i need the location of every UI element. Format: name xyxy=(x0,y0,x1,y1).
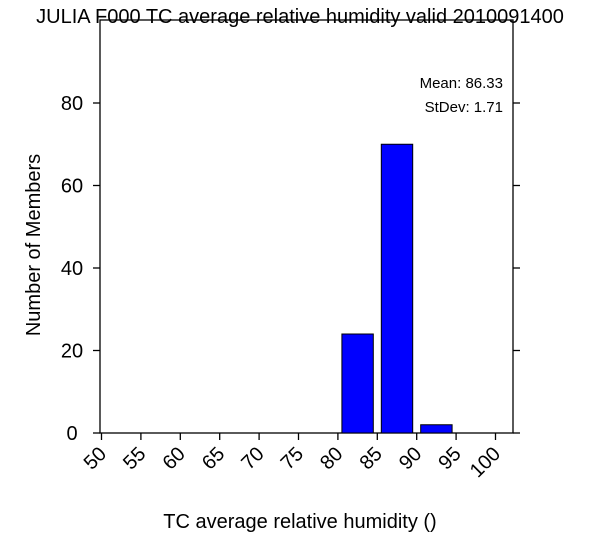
x-tick-label: 80 xyxy=(316,443,347,474)
x-tick-label: 85 xyxy=(356,443,387,474)
bars-group xyxy=(341,143,453,434)
y-axis-label: Number of Members xyxy=(23,154,45,336)
x-tick-label: 60 xyxy=(159,443,190,474)
y-tick-label: 0 xyxy=(66,423,77,445)
chart-title: JULIA F000 TC average relative humidity … xyxy=(36,6,564,28)
x-tick-label: 65 xyxy=(198,443,229,474)
y-axis-ticks: 0 20 40 60 80 xyxy=(61,93,520,445)
y-tick-label: 60 xyxy=(61,176,83,198)
mean-annotation: Mean: 86.33 xyxy=(420,75,503,92)
histogram-bar-80-85 xyxy=(341,333,374,434)
histogram-bar-90-95 xyxy=(420,424,453,434)
x-tick-label: 50 xyxy=(80,443,111,474)
x-axis-ticks: 50 55 60 65 70 75 80 85 90 95 100 xyxy=(80,433,505,482)
stdev-annotation: StDev: 1.71 xyxy=(425,99,503,116)
y-tick-label: 80 xyxy=(61,93,83,115)
x-axis-label: TC average relative humidity () xyxy=(163,511,436,533)
x-tick-label: 75 xyxy=(277,443,308,474)
x-tick-label: 100 xyxy=(466,443,505,482)
histogram-bar-85-90 xyxy=(380,143,414,434)
y-tick-label: 20 xyxy=(61,341,83,363)
x-tick-label: 95 xyxy=(434,443,465,474)
x-tick-label: 70 xyxy=(237,443,268,474)
plot-frame xyxy=(99,19,514,434)
x-tick-label: 55 xyxy=(119,443,150,474)
x-tick-label: 90 xyxy=(395,443,426,474)
y-tick-label: 40 xyxy=(61,258,83,280)
